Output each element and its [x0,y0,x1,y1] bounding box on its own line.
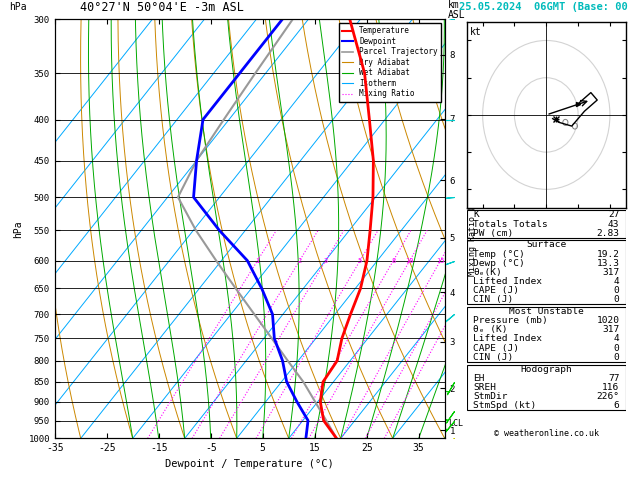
Text: 0: 0 [614,295,620,304]
Text: 317: 317 [602,268,620,277]
Text: Dewp (°C): Dewp (°C) [473,259,525,268]
Text: Surface: Surface [526,241,566,249]
Bar [467,241,626,304]
Text: 2: 2 [298,258,302,263]
Text: 1: 1 [255,258,260,263]
Text: 3: 3 [323,258,328,263]
Text: 77: 77 [608,374,620,382]
Y-axis label: hPa: hPa [13,220,23,238]
Text: 5: 5 [358,258,362,263]
Text: 2.83: 2.83 [596,228,620,238]
Text: 0: 0 [614,353,620,362]
Text: 15: 15 [436,258,445,263]
Text: hPa: hPa [9,2,27,12]
Text: Most Unstable: Most Unstable [509,307,584,316]
Text: CIN (J): CIN (J) [473,353,513,362]
Text: 116: 116 [602,383,620,392]
Text: 43: 43 [608,220,620,228]
Text: Mixing Ratio (g/kg): Mixing Ratio (g/kg) [467,181,477,277]
Text: Lifted Index: Lifted Index [473,277,542,286]
Text: θₑ (K): θₑ (K) [473,325,508,334]
Bar [467,364,626,410]
Text: Lifted Index: Lifted Index [473,334,542,344]
Text: 1020: 1020 [596,316,620,325]
Text: 40°27'N 50°04'E -3m ASL: 40°27'N 50°04'E -3m ASL [80,1,244,14]
Text: θₑ(K): θₑ(K) [473,268,502,277]
Text: Hodograph: Hodograph [520,364,572,374]
Text: km: km [448,0,460,10]
Text: 0: 0 [614,344,620,352]
Text: ASL: ASL [448,10,465,19]
Text: 4: 4 [614,277,620,286]
Text: EH: EH [473,374,484,382]
Text: Temp (°C): Temp (°C) [473,250,525,259]
Text: StmDir: StmDir [473,392,508,401]
Text: 4: 4 [614,334,620,344]
Text: Pressure (mb): Pressure (mb) [473,316,548,325]
Text: Totals Totals: Totals Totals [473,220,548,228]
Text: 27: 27 [608,210,620,219]
Text: 13.3: 13.3 [596,259,620,268]
Bar [467,210,626,238]
Text: 8: 8 [391,258,396,263]
Text: © weatheronline.co.uk: © weatheronline.co.uk [494,429,599,438]
Text: CIN (J): CIN (J) [473,295,513,304]
Legend: Temperature, Dewpoint, Parcel Trajectory, Dry Adiabat, Wet Adiabat, Isotherm, Mi: Temperature, Dewpoint, Parcel Trajectory… [338,23,441,102]
Bar [467,307,626,362]
Text: K: K [473,210,479,219]
Text: kt: kt [470,27,482,37]
Text: 19.2: 19.2 [596,250,620,259]
Text: 10: 10 [406,258,414,263]
Text: 6: 6 [614,401,620,410]
Text: PW (cm): PW (cm) [473,228,513,238]
Text: LCL: LCL [448,419,464,428]
Text: CAPE (J): CAPE (J) [473,344,519,352]
Text: 25.05.2024  06GMT (Base: 00): 25.05.2024 06GMT (Base: 00) [459,2,629,12]
Text: CAPE (J): CAPE (J) [473,286,519,295]
Text: SREH: SREH [473,383,496,392]
Text: StmSpd (kt): StmSpd (kt) [473,401,537,410]
Text: 317: 317 [602,325,620,334]
Text: 0: 0 [614,286,620,295]
Text: 226°: 226° [596,392,620,401]
X-axis label: Dewpoint / Temperature (°C): Dewpoint / Temperature (°C) [165,459,334,469]
